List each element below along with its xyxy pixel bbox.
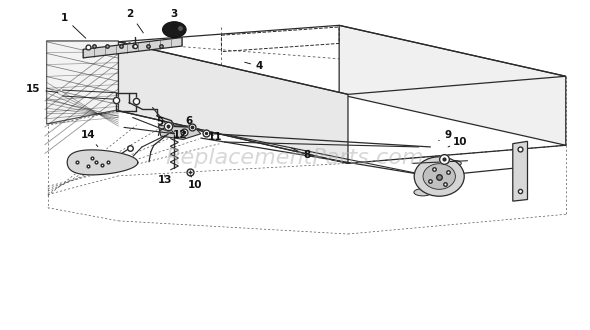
- Polygon shape: [513, 141, 527, 201]
- Polygon shape: [67, 150, 138, 175]
- Polygon shape: [339, 25, 566, 145]
- Polygon shape: [119, 42, 348, 163]
- Text: 5: 5: [156, 117, 169, 129]
- Ellipse shape: [414, 189, 431, 196]
- Text: 14: 14: [80, 130, 98, 147]
- Text: 10: 10: [448, 137, 467, 147]
- Ellipse shape: [423, 164, 455, 189]
- Text: 15: 15: [26, 84, 58, 94]
- Text: 2: 2: [127, 9, 143, 33]
- Polygon shape: [83, 38, 182, 58]
- Text: 11: 11: [208, 132, 223, 142]
- Ellipse shape: [447, 160, 461, 166]
- Text: 13: 13: [158, 175, 173, 185]
- Polygon shape: [159, 126, 201, 139]
- Text: 3: 3: [171, 9, 178, 27]
- Ellipse shape: [163, 22, 186, 38]
- Text: ReplacementParts.com: ReplacementParts.com: [166, 148, 424, 168]
- Ellipse shape: [414, 157, 464, 196]
- Text: 1: 1: [61, 13, 86, 38]
- Text: 8: 8: [291, 148, 310, 160]
- Text: 4: 4: [245, 61, 263, 71]
- Text: 10: 10: [188, 176, 202, 190]
- Text: 6: 6: [185, 115, 193, 126]
- Text: 12: 12: [173, 130, 188, 141]
- Text: 9: 9: [439, 130, 451, 141]
- Polygon shape: [47, 41, 119, 124]
